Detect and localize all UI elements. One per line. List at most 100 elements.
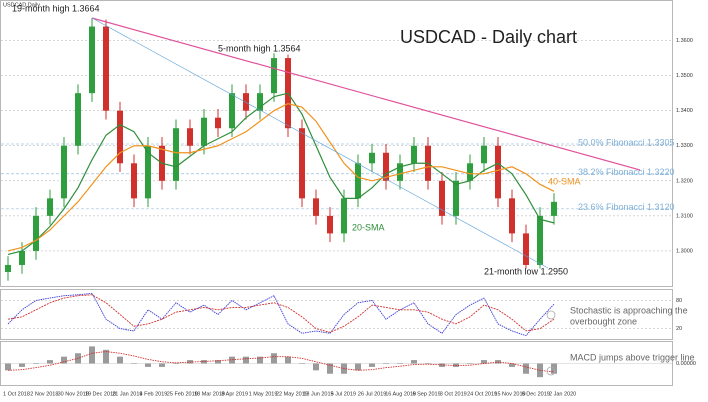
macd-bar — [467, 363, 473, 364]
candle-body — [187, 128, 193, 146]
chart-title: USDCAD - Daily chart — [400, 27, 577, 47]
macd-bar — [5, 363, 11, 371]
candle-body — [299, 128, 305, 199]
sma-line — [7, 103, 555, 252]
x-tick-label: 1 Oct 2018 — [3, 391, 30, 397]
macd-bar — [173, 363, 179, 364]
candle-body — [467, 163, 473, 181]
candle-body — [145, 145, 151, 199]
x-tick-label: 16 Aug 2019 — [385, 391, 416, 397]
y-tick-label: 20 — [676, 326, 682, 332]
x-tick-label: 5 Jul 2019 — [331, 391, 356, 397]
candle-body — [523, 233, 529, 265]
x-tick-label: 8 Apr 2019 — [221, 391, 248, 397]
macd-bar — [33, 363, 39, 364]
y-tick-label: 1.3300 — [676, 143, 693, 149]
candle-body — [327, 215, 333, 234]
candle-body — [75, 93, 81, 146]
macd-bar — [47, 360, 53, 364]
annotation: 19-month high 1.3664 — [12, 3, 100, 13]
macd-bar — [313, 363, 319, 371]
y-tick-label: 0.00000 — [676, 361, 696, 367]
candle-body — [201, 117, 207, 146]
macd-bar — [509, 363, 515, 367]
support-trendline — [91, 17, 549, 269]
candle-body — [397, 163, 403, 181]
y-tick-label: 80 — [676, 298, 682, 304]
x-tick-label: 2 Jan 2020 — [549, 391, 576, 397]
candle-body — [341, 198, 347, 234]
annotation: 20-SMA — [352, 222, 385, 232]
x-tick-label: 18 Mar 2019 — [194, 391, 225, 397]
macd-bar — [117, 356, 123, 364]
resistance-trendline — [91, 17, 641, 171]
x-tick-label: 6 Dec 2019 — [522, 391, 550, 397]
candle-body — [131, 163, 137, 199]
candle-body — [89, 26, 95, 94]
candle-body — [411, 145, 417, 164]
x-tick-label: 15 Nov 2019 — [494, 391, 525, 397]
plot-layer: 1.3000 1.3100 1.3200 1.3300 1.3400 1.3500 1.36… — [1, 18, 696, 397]
fib-label: 23.6% Fibonacci 1.3120 — [578, 202, 675, 212]
candle-body — [117, 110, 123, 164]
symbol-label: USDCAD,Daily — [3, 2, 40, 8]
candle-body — [369, 152, 375, 164]
x-tick-label: 30 Nov 2018 — [58, 391, 89, 397]
highlight-circle — [546, 310, 556, 320]
candle-body — [5, 264, 11, 272]
x-tick-label: 1 May 2019 — [249, 391, 278, 397]
macd-bar — [411, 360, 417, 364]
candle-body — [257, 93, 263, 111]
y-tick-label: 1.3600 — [676, 38, 693, 44]
macd-bar — [103, 349, 109, 364]
candle-body — [103, 26, 109, 111]
macd-bar — [145, 363, 151, 367]
macd-bar — [61, 356, 67, 364]
x-tick-label: 25 Feb 2019 — [167, 391, 198, 397]
x-tick-label: 24 Oct 2019 — [467, 391, 497, 397]
candle-body — [271, 58, 277, 94]
macd-bar — [159, 363, 165, 367]
sma-line — [7, 92, 555, 256]
price-panel — [0, 0, 673, 287]
candle-body — [173, 128, 179, 181]
candle-body — [551, 201, 557, 216]
candle-body — [439, 180, 445, 216]
macd-bar — [285, 356, 291, 364]
x-tick-label: 22 May 2019 — [276, 391, 308, 397]
macd-bar — [369, 363, 375, 367]
y-tick-label: 1.3200 — [676, 178, 693, 184]
annotation: Stochastic is approaching the — [570, 305, 688, 315]
x-tick-label: 6 Sep 2019 — [413, 391, 441, 397]
x-tick-label: 19 Dec 2018 — [85, 391, 116, 397]
macd-bar — [243, 356, 249, 364]
annotation: 40-SMA — [548, 176, 581, 186]
y-tick-label: 1.3000 — [676, 248, 693, 254]
x-tick-label: 2 Nov 2018 — [30, 391, 58, 397]
candle-body — [453, 180, 459, 216]
candle-body — [383, 152, 389, 181]
candle-body — [537, 215, 543, 265]
y-tick-label: 1.3100 — [676, 213, 693, 219]
candle-body — [355, 163, 361, 199]
stochastic-line — [7, 292, 555, 337]
candle-body — [229, 93, 235, 129]
candle-body — [19, 250, 25, 265]
x-tick-label: 4 Feb 2019 — [140, 391, 168, 397]
annotation: overbought zone — [570, 316, 637, 326]
candle-body — [47, 198, 53, 216]
macd-bar — [481, 360, 487, 364]
stochastic-panel — [0, 289, 673, 340]
x-tick-label: 3 Oct 2019 — [440, 391, 467, 397]
fib-label: 38.2% Fibonacci 1.3220 — [578, 167, 675, 177]
macd-bar — [257, 356, 263, 364]
macd-bar — [439, 363, 445, 367]
candle-body — [33, 215, 39, 251]
macd-bar — [89, 346, 95, 364]
macd-bar — [131, 363, 137, 364]
y-tick-label: 1.3400 — [676, 108, 693, 114]
candle-body — [313, 198, 319, 216]
candle-body — [509, 198, 515, 234]
x-tick-label: 13 Jun 2019 — [303, 391, 333, 397]
